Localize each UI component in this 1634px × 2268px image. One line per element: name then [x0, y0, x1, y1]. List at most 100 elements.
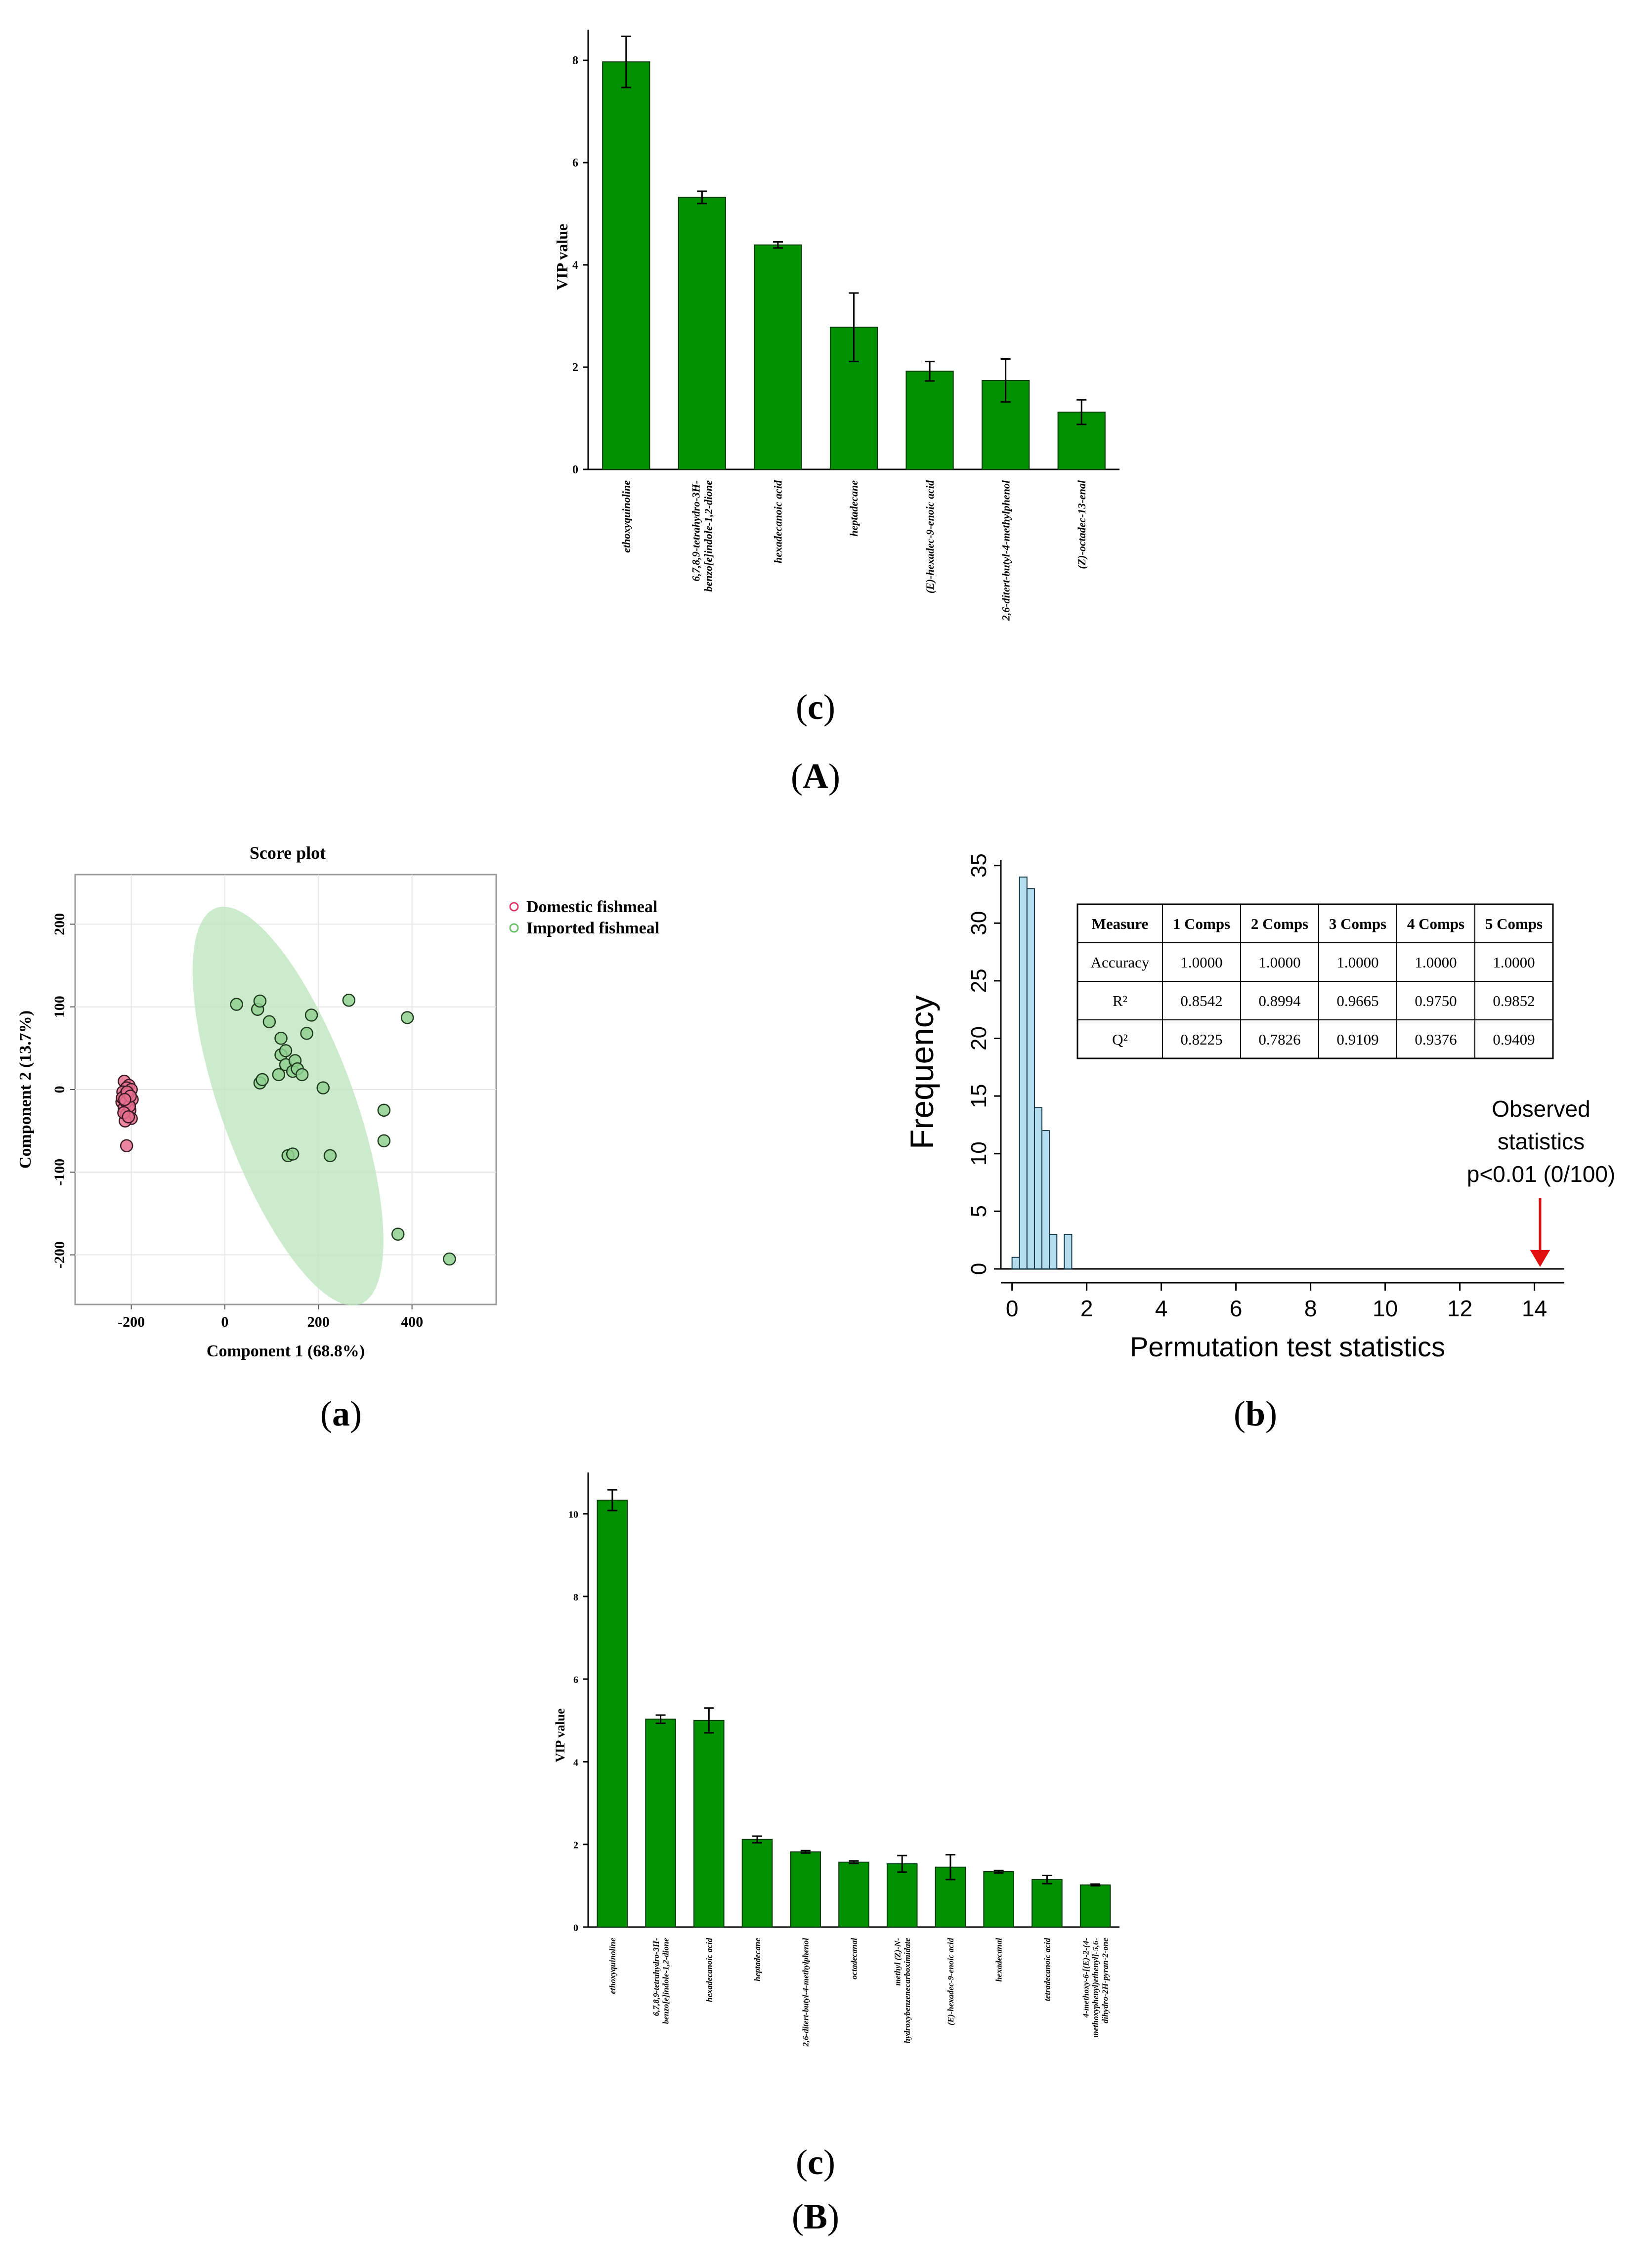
x-tick-label: 400: [401, 1314, 423, 1330]
caption-b: (b): [1233, 1394, 1277, 1433]
score-plot-title: Score plot: [250, 843, 326, 863]
category-label-line: 4-methoxy-6-[(E)-2-(4-: [1081, 1938, 1091, 2018]
vip-bar: [602, 61, 650, 470]
x-tick-label: 200: [307, 1314, 330, 1330]
imported-point: [272, 1068, 286, 1082]
score-plot-x-axis-label: Component 1 (68.8%): [207, 1342, 365, 1360]
caption-A: (A): [791, 756, 840, 796]
vip-bottom-y-axis-label: VIP value: [553, 1708, 567, 1762]
vip-bar: [597, 1500, 628, 1928]
imported-point: [230, 998, 243, 1011]
category-label-line: benzo[e]indole-1,2-dione: [702, 480, 715, 592]
imported-point: [342, 994, 356, 1007]
table-cell: 0.9109: [1336, 1031, 1378, 1048]
score-plot: Score plot -200 0 200 400 -200 -100 0 100 200 Co…: [16, 843, 659, 1360]
y-tick-label: 10: [568, 1510, 578, 1520]
category-label-line: tetradecanoic acid: [1042, 1938, 1052, 2001]
category-label: hexadecanoic acid: [704, 1938, 714, 2002]
permutation-x-axis-label: Permutation test statistics: [1130, 1331, 1445, 1362]
x-tick-label: 10: [1373, 1296, 1398, 1321]
vip-bar: [790, 1851, 821, 1928]
domestic-point: [118, 1092, 131, 1106]
domestic-point: [120, 1139, 133, 1153]
category-label: 4-methoxy-6-[(E)-2-(4-methoxyphenyl)ethe…: [1081, 1938, 1110, 2038]
imported-point: [295, 1068, 309, 1082]
score-plot-legend: Domestic fishmeal Imported fishmeal: [509, 898, 659, 937]
category-label-line: hexadecanoic acid: [704, 1938, 714, 2002]
category-label-line: hexadecanoic acid: [772, 480, 784, 563]
category-label-line: (E)-hexadec-9-enoic acid: [924, 480, 936, 593]
category-label-line: dihydro-2H-pyran-2-one: [1101, 1938, 1110, 2023]
x-tick-label: 12: [1447, 1296, 1472, 1321]
table-header-cell: 5 Comps: [1485, 915, 1543, 932]
histogram-bar: [1049, 1234, 1058, 1269]
table-cell: 0.8994: [1258, 992, 1301, 1009]
histogram-bar: [1026, 888, 1035, 1269]
vip-top-category-labels: ethoxyquinoline 6,7,8,9-tetrahydro-3H-ben…: [620, 480, 1087, 621]
table-header-cell: 1 Comps: [1173, 915, 1230, 932]
y-tick-label: 4: [572, 259, 578, 272]
vip-bar: [1079, 1884, 1111, 1928]
table-cell: 0.9852: [1493, 992, 1535, 1009]
histogram-bar: [1019, 876, 1028, 1270]
y-tick-label: 15: [967, 1084, 991, 1108]
category-label: ethoxyquinoline: [608, 1938, 617, 1994]
legend-label-imported: Imported fishmeal: [526, 919, 659, 937]
x-tick-label: 6: [1230, 1296, 1243, 1321]
y-tick-label: 30: [967, 911, 991, 935]
permutation-axes: 0 5 10 15 20 25 30 35 0 2 4 6 8 10 12 14: [967, 853, 1564, 1321]
vip-bar: [645, 1719, 676, 1928]
imported-point: [391, 1227, 405, 1241]
y-tick-label: 35: [967, 853, 991, 878]
category-label-line: ethoxyquinoline: [620, 480, 632, 553]
vip-bar: [693, 1720, 725, 1928]
category-label-line: methoxyphenyl)ethenyl]-5,6-: [1091, 1938, 1100, 2038]
table-cell: 0.9750: [1415, 992, 1457, 1009]
histogram-bar: [1041, 1130, 1050, 1270]
table-cell: 0.8542: [1180, 992, 1222, 1009]
table-cell: 1.0000: [1180, 954, 1222, 971]
vip-bar: [1032, 1879, 1063, 1928]
y-tick-label: 2: [572, 361, 578, 374]
y-tick-label: 100: [51, 996, 68, 1018]
category-label: (E)-hexadec-9-enoic acid: [946, 1938, 955, 2026]
permutation-y-axis-label: Frequency: [903, 995, 940, 1149]
table-cell: 1.0000: [1258, 954, 1300, 971]
category-label: 6,7,8,9-tetrahydro-3H-benzo[e]indole-1,2…: [651, 1938, 671, 2024]
imported-point: [300, 1026, 313, 1040]
category-label-line: benzo[e]indole-1,2-dione: [661, 1938, 670, 2024]
y-tick-label: -200: [51, 1241, 68, 1268]
vip-chart-top: VIP value 0 2 4 6 8 ethoxyquinoline 6,7,8,9-t…: [553, 30, 1119, 621]
score-plot-points: [115, 994, 456, 1266]
vip-bottom-bars: [597, 1489, 1111, 1928]
caption-a: (a): [320, 1394, 362, 1433]
table-cell: 1.0000: [1415, 954, 1457, 971]
vip-chart-bottom: VIP value 0 2 4 6 8 10 ethoxyquinoline 6,7,8,9…: [553, 1472, 1119, 2047]
y-tick-label: 200: [51, 913, 68, 935]
x-tick-label: 4: [1155, 1296, 1168, 1321]
legend-marker-domestic: [509, 902, 519, 912]
x-tick-label: 2: [1080, 1296, 1093, 1321]
category-label: ethoxyquinoline: [620, 480, 632, 553]
table-cell: Q²: [1112, 1031, 1128, 1048]
vip-bar: [838, 1861, 869, 1928]
category-label: tetradecanoic acid: [1042, 1938, 1052, 2001]
table-cell: Accuracy: [1091, 954, 1150, 971]
table-cell: R²: [1113, 992, 1127, 1009]
category-label-line: methyl (Z)-N-: [893, 1938, 902, 1986]
table-header-cell: 4 Comps: [1407, 915, 1464, 932]
table-cell: 0.8225: [1180, 1031, 1222, 1048]
score-plot-y-axis-label: Component 2 (13.7%): [16, 1010, 35, 1169]
annotation-line: statistics: [1498, 1129, 1585, 1154]
category-label: hexadecanoic acid: [772, 480, 784, 563]
permutation-histogram: 0 5 10 15 20 25 30 35 0 2 4 6 8 10 12 14 Frequency Perm…: [903, 853, 1615, 1362]
imported-point: [279, 1044, 293, 1057]
imported-point: [377, 1134, 391, 1147]
vip-bar: [741, 1839, 773, 1928]
imported-point: [262, 1015, 276, 1029]
y-tick-label: 6: [573, 1675, 578, 1685]
y-tick-label: 20: [967, 1026, 991, 1050]
y-tick-label: -100: [51, 1159, 68, 1186]
y-tick-label: 0: [51, 1086, 68, 1093]
